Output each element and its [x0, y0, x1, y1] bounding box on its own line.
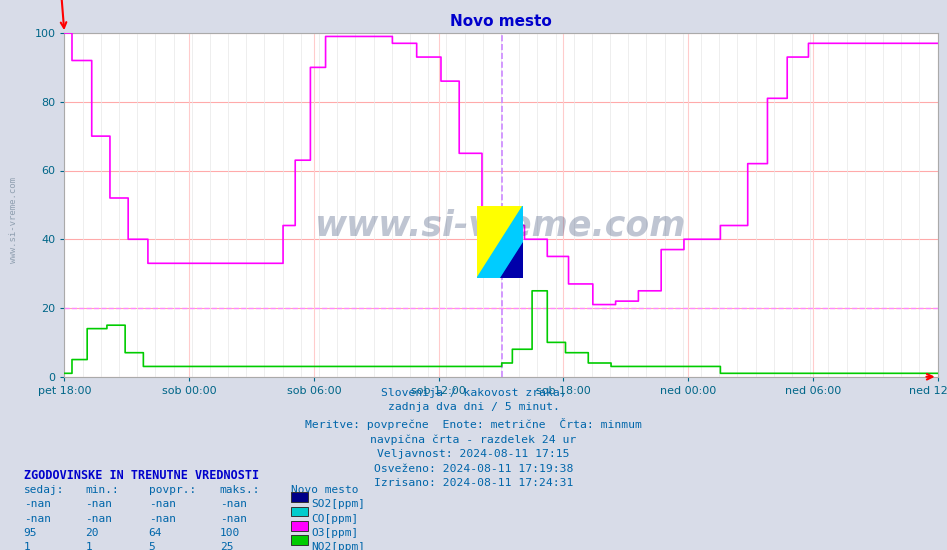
- Text: maks.:: maks.:: [220, 485, 260, 495]
- Text: 64: 64: [149, 528, 162, 538]
- Text: sedaj:: sedaj:: [24, 485, 64, 495]
- Text: 5: 5: [149, 542, 155, 550]
- Text: www.si-vreme.com: www.si-vreme.com: [9, 177, 18, 263]
- Text: -nan: -nan: [149, 499, 176, 509]
- Title: Novo mesto: Novo mesto: [450, 14, 552, 29]
- Text: CO[ppm]: CO[ppm]: [312, 514, 359, 524]
- Text: 25: 25: [220, 542, 233, 550]
- Text: www.si-vreme.com: www.si-vreme.com: [315, 208, 687, 243]
- Text: NO2[ppm]: NO2[ppm]: [312, 542, 366, 550]
- Text: -nan: -nan: [24, 514, 51, 524]
- Text: 95: 95: [24, 528, 37, 538]
- Text: 1: 1: [24, 542, 30, 550]
- Text: O3[ppm]: O3[ppm]: [312, 528, 359, 538]
- Text: -nan: -nan: [85, 514, 113, 524]
- Text: -nan: -nan: [220, 514, 247, 524]
- Polygon shape: [500, 242, 523, 278]
- Text: min.:: min.:: [85, 485, 119, 495]
- Text: -nan: -nan: [24, 499, 51, 509]
- Polygon shape: [477, 206, 523, 278]
- Text: 1: 1: [85, 542, 92, 550]
- Text: 20: 20: [85, 528, 98, 538]
- Text: -nan: -nan: [85, 499, 113, 509]
- Polygon shape: [477, 206, 523, 278]
- Text: Novo mesto: Novo mesto: [291, 485, 358, 495]
- Text: -nan: -nan: [220, 499, 247, 509]
- Text: SO2[ppm]: SO2[ppm]: [312, 499, 366, 509]
- Text: ZGODOVINSKE IN TRENUTNE VREDNOSTI: ZGODOVINSKE IN TRENUTNE VREDNOSTI: [24, 469, 259, 482]
- Text: -nan: -nan: [149, 514, 176, 524]
- Text: 100: 100: [220, 528, 240, 538]
- Text: Slovenija / kakovost zraka,
zadnja dva dni / 5 minut.
Meritve: povprečne  Enote:: Slovenija / kakovost zraka, zadnja dva d…: [305, 388, 642, 488]
- Text: povpr.:: povpr.:: [149, 485, 196, 495]
